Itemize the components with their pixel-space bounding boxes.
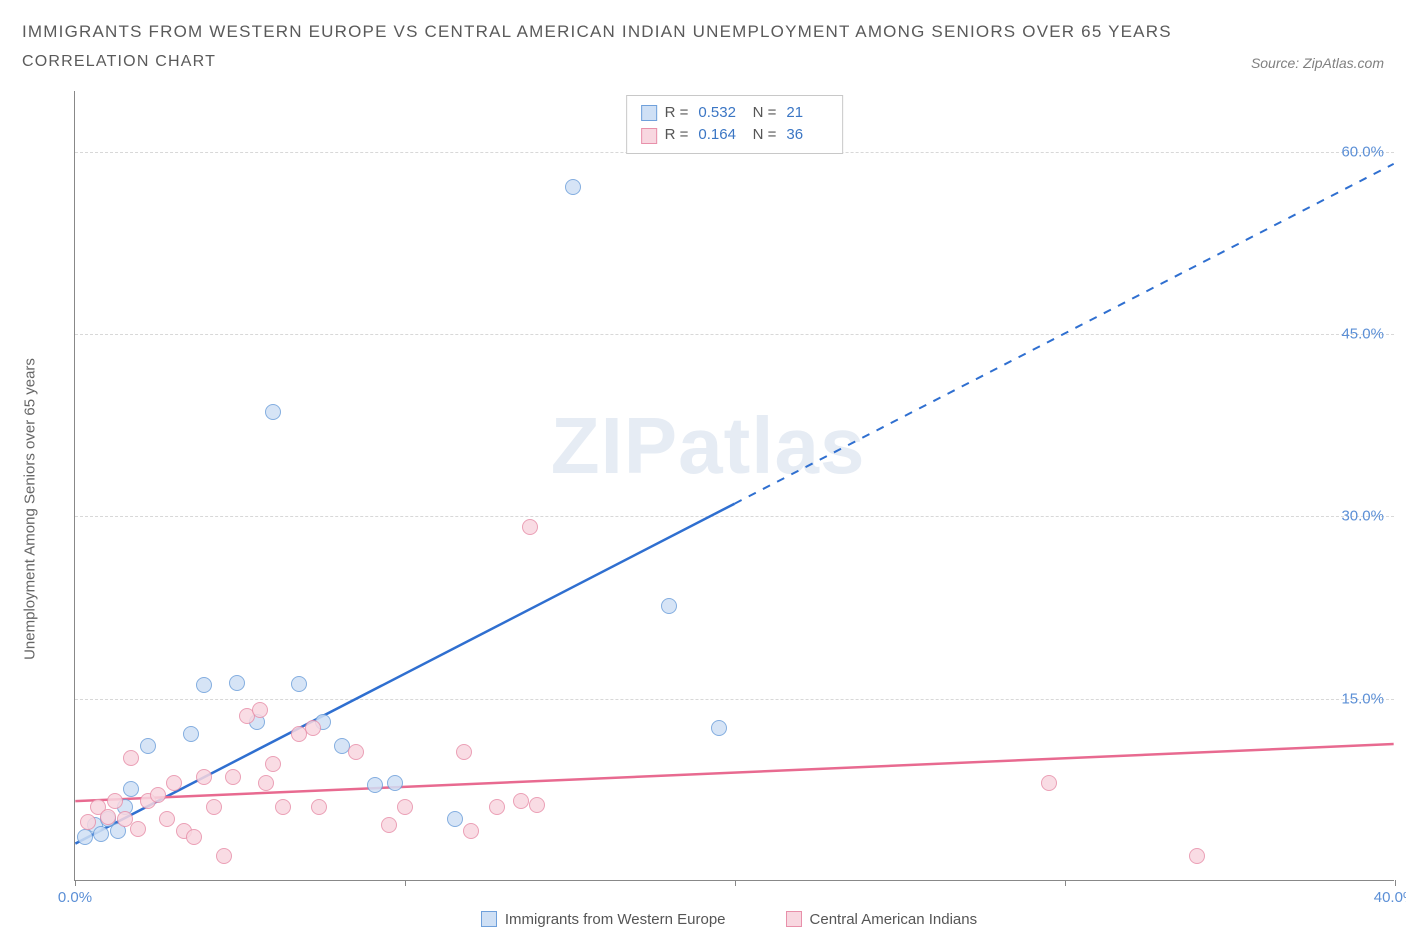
data-point-pink (463, 823, 479, 839)
x-tick-mark (1065, 880, 1066, 886)
data-point-blue (183, 726, 199, 742)
swatch-pink (786, 911, 802, 927)
chart-title: IMMIGRANTS FROM WESTERN EUROPE VS CENTRA… (22, 18, 1172, 47)
y-tick-label: 60.0% (1341, 143, 1384, 160)
x-tick-mark (75, 880, 76, 886)
data-point-blue (661, 598, 677, 614)
data-point-pink (80, 814, 96, 830)
data-point-pink (348, 744, 364, 760)
data-point-pink (456, 744, 472, 760)
data-point-blue (93, 826, 109, 842)
data-point-blue (123, 781, 139, 797)
r-label: R = (665, 124, 689, 147)
swatch-blue (481, 911, 497, 927)
data-point-pink (397, 799, 413, 815)
legend-row-blue: R = 0.532 N = 21 (641, 102, 829, 125)
r-label: R = (665, 102, 689, 125)
r-value-pink: 0.164 (698, 124, 740, 147)
data-point-pink (1041, 775, 1057, 791)
gridline (75, 334, 1394, 335)
y-tick-label: 45.0% (1341, 325, 1384, 342)
data-point-pink (529, 797, 545, 813)
n-label: N = (748, 124, 776, 147)
series-legend: Immigrants from Western Europe Central A… (74, 911, 1384, 928)
plot-area: ZIPatlas R = 0.532 N = 21 R = 0.164 N = … (74, 91, 1394, 881)
header-row: IMMIGRANTS FROM WESTERN EUROPE VS CENTRA… (22, 18, 1384, 71)
data-point-pink (265, 756, 281, 772)
data-point-blue (367, 777, 383, 793)
y-tick-label: 15.0% (1341, 690, 1384, 707)
data-point-pink (186, 829, 202, 845)
gridline (75, 516, 1394, 517)
data-point-blue (565, 179, 581, 195)
legend-row-pink: R = 0.164 N = 36 (641, 124, 829, 147)
legend-item-pink: Central American Indians (786, 911, 978, 928)
data-point-pink (216, 848, 232, 864)
data-point-blue (229, 675, 245, 691)
data-point-blue (291, 676, 307, 692)
data-point-pink (381, 817, 397, 833)
n-value-pink: 36 (786, 124, 828, 147)
source-label: Source: ZipAtlas.com (1251, 55, 1384, 71)
chart-subtitle: CORRELATION CHART (22, 53, 1172, 71)
x-tick-mark (735, 880, 736, 886)
data-point-pink (1189, 848, 1205, 864)
correlation-legend: R = 0.532 N = 21 R = 0.164 N = 36 (626, 95, 844, 154)
x-tick-mark (405, 880, 406, 886)
data-point-pink (522, 519, 538, 535)
data-point-pink (150, 787, 166, 803)
data-point-pink (311, 799, 327, 815)
data-point-pink (166, 775, 182, 791)
data-point-pink (225, 769, 241, 785)
data-point-pink (206, 799, 222, 815)
y-tick-label: 30.0% (1341, 508, 1384, 525)
legend-item-blue: Immigrants from Western Europe (481, 911, 726, 928)
data-point-pink (305, 720, 321, 736)
data-point-blue (447, 811, 463, 827)
data-point-pink (130, 821, 146, 837)
chart-container: Unemployment Among Seniors over 65 years… (22, 91, 1384, 928)
watermark: ZIPatlas (551, 400, 866, 492)
legend-label-blue: Immigrants from Western Europe (505, 911, 726, 928)
data-point-blue (140, 738, 156, 754)
data-point-pink (107, 793, 123, 809)
x-tick-label: 0.0% (58, 889, 92, 906)
data-point-pink (275, 799, 291, 815)
data-point-pink (489, 799, 505, 815)
y-axis-label: Unemployment Among Seniors over 65 years (22, 358, 39, 660)
r-value-blue: 0.532 (698, 102, 740, 125)
data-point-blue (387, 775, 403, 791)
data-point-pink (123, 750, 139, 766)
gridline (75, 699, 1394, 700)
data-point-pink (252, 702, 268, 718)
x-tick-mark (1395, 880, 1396, 886)
data-point-pink (100, 809, 116, 825)
legend-label-pink: Central American Indians (810, 911, 978, 928)
data-point-blue (711, 720, 727, 736)
swatch-pink (641, 128, 657, 144)
data-point-pink (196, 769, 212, 785)
data-point-pink (258, 775, 274, 791)
data-point-blue (265, 404, 281, 420)
n-value-blue: 21 (786, 102, 828, 125)
n-label: N = (748, 102, 776, 125)
data-point-pink (513, 793, 529, 809)
data-point-pink (159, 811, 175, 827)
data-point-blue (196, 677, 212, 693)
swatch-blue (641, 105, 657, 121)
x-tick-label: 40.0% (1374, 889, 1406, 906)
